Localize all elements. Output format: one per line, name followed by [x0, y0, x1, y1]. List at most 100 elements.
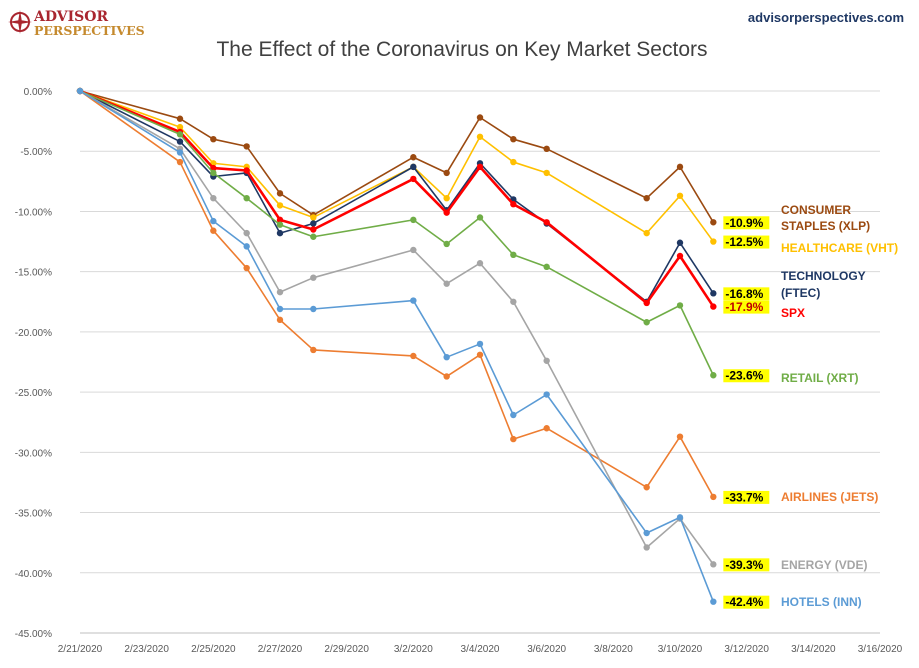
data-point [443, 169, 450, 177]
data-point [443, 194, 450, 202]
data-point [176, 138, 184, 145]
value-label-background [723, 216, 770, 230]
value-label: -17.9% [725, 300, 763, 314]
x-tick-label: 2/23/2020 [124, 644, 169, 655]
data-point [210, 135, 217, 143]
data-point [543, 145, 550, 153]
data-point [643, 544, 650, 551]
data-point [310, 214, 317, 221]
data-point [543, 391, 550, 398]
x-tick-label: 2/27/2020 [258, 644, 303, 655]
data-point [243, 167, 250, 174]
logo-line2: PERSPECTIVES [34, 23, 145, 38]
data-point [510, 201, 517, 208]
x-tick-label: 3/2/2020 [394, 644, 433, 655]
x-tick-label: 3/12/2020 [724, 644, 769, 655]
data-point [543, 169, 550, 177]
data-point [710, 219, 717, 226]
series-name-label: (FTEC) [781, 286, 820, 300]
x-tick-label: 3/6/2020 [527, 644, 566, 655]
data-point [676, 433, 684, 440]
x-tick-label: 3/4/2020 [461, 644, 500, 655]
data-point [176, 149, 184, 156]
data-point [276, 288, 284, 296]
series-name-label: HOTELS (INN) [781, 595, 862, 609]
value-label-background [723, 595, 770, 609]
data-point [676, 252, 684, 260]
series-name-label: HEALTHCARE (VHT) [781, 241, 898, 255]
data-point [643, 194, 650, 202]
data-point [676, 514, 684, 521]
data-point [443, 280, 450, 287]
data-point [76, 87, 84, 95]
data-point [210, 227, 217, 234]
data-point [210, 169, 217, 177]
series-name-label: CONSUMER [781, 203, 851, 217]
series-line [79, 90, 715, 303]
series-line [79, 90, 714, 565]
data-point [543, 219, 550, 226]
data-point [276, 316, 284, 324]
y-tick-label: -45.00% [15, 629, 52, 640]
data-point [443, 209, 450, 216]
data-point [643, 299, 650, 307]
series-line [79, 90, 714, 243]
data-point [543, 425, 550, 432]
data-point [176, 158, 184, 166]
value-label: -12.5% [725, 235, 763, 249]
data-point [276, 202, 284, 209]
x-tick-label: 2/21/2020 [58, 644, 103, 655]
series-name-label: AIRLINES (JETS) [781, 490, 878, 504]
data-point [476, 351, 484, 358]
value-label-background [723, 287, 770, 301]
data-point [643, 319, 650, 326]
value-label-background [723, 558, 770, 572]
data-point [510, 158, 517, 166]
brand-logo: ADVISOR PERSPECTIVES [8, 9, 145, 38]
x-tick-label: 3/10/2020 [658, 644, 703, 655]
data-point [710, 493, 717, 501]
series-name-label: ENERGY (VDE) [781, 558, 867, 572]
value-label: -23.6% [725, 369, 763, 383]
x-tick-label: 3/8/2020 [594, 644, 633, 655]
y-axis-ticks: 0.00% -5.00% -10.00% -15.00% -20.00% -25.00% -… [15, 87, 52, 640]
data-point [476, 163, 484, 171]
data-point [310, 305, 317, 313]
data-point [443, 240, 450, 248]
logo-line1: ADVISOR [33, 9, 108, 25]
y-tick-label: -30.00% [15, 448, 52, 459]
data-point [643, 229, 650, 237]
value-label-background [723, 490, 770, 504]
x-tick-label: 3/14/2020 [791, 644, 836, 655]
data-point [676, 163, 684, 171]
y-tick-label: -15.00% [15, 268, 52, 279]
x-axis-ticks: 2/21/2020 2/23/2020 2/25/2020 2/27/2020 2/29… [58, 644, 903, 655]
data-point [476, 214, 484, 221]
data-point [276, 216, 284, 224]
data-point [243, 143, 250, 150]
data-point [310, 274, 317, 281]
data-point [476, 340, 484, 348]
data-point [510, 251, 517, 259]
data-point [710, 561, 717, 568]
y-tick-label: -10.00% [15, 207, 52, 218]
data-point [410, 163, 417, 171]
website-link[interactable]: advisorperspectives.com [748, 10, 904, 25]
value-label: -10.9% [725, 216, 763, 230]
value-label: -16.8% [725, 287, 763, 301]
data-point [510, 435, 517, 443]
y-tick-label: -25.00% [15, 388, 52, 399]
data-point [210, 164, 217, 172]
series-line [79, 90, 715, 376]
value-label: -39.3% [725, 558, 763, 572]
x-tick-label: 3/16/2020 [858, 644, 903, 655]
data-point [176, 115, 184, 122]
data-point [710, 238, 717, 245]
series-line [79, 90, 715, 223]
data-point [443, 353, 450, 361]
y-tick-label: 0.00% [24, 87, 52, 98]
data-point [210, 194, 217, 202]
value-label-background [723, 369, 770, 383]
data-point [476, 260, 484, 267]
series-name-label: RETAIL (XRT) [781, 371, 859, 385]
